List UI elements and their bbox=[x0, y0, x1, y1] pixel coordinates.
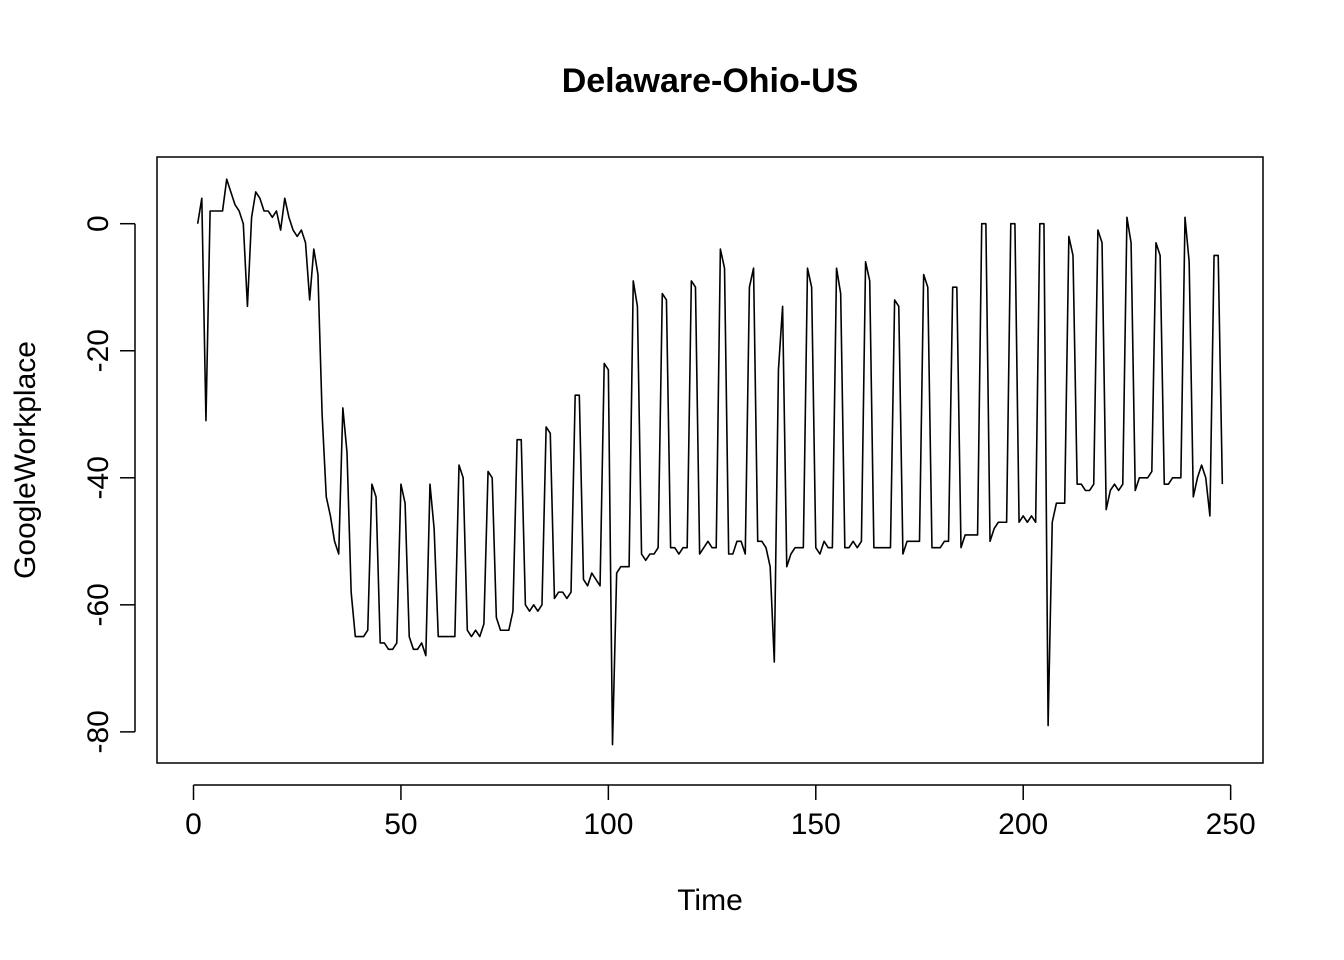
y-tick-label: -40 bbox=[82, 456, 115, 499]
y-tick-label: -60 bbox=[82, 583, 115, 626]
x-axis-label: Time bbox=[677, 884, 743, 917]
y-tick-label: -80 bbox=[82, 710, 115, 753]
x-tick-label: 150 bbox=[791, 808, 841, 841]
plot-frame bbox=[156, 156, 1264, 764]
y-axis: 0 -20 -40 -60 -80 bbox=[82, 215, 136, 754]
chart-title: Delaware-Ohio-US bbox=[562, 62, 859, 100]
y-tick-label: 0 bbox=[82, 215, 115, 232]
y-tick-label: -20 bbox=[82, 329, 115, 372]
x-tick-label: 100 bbox=[583, 808, 633, 841]
y-axis-label: GoogleWorkplace bbox=[9, 341, 42, 579]
x-tick-label: 0 bbox=[185, 808, 202, 841]
x-tick-label: 250 bbox=[1206, 808, 1256, 841]
x-axis: 0 50 100 150 200 250 bbox=[185, 784, 1256, 841]
x-tick-label: 200 bbox=[998, 808, 1048, 841]
x-tick-label: 50 bbox=[384, 808, 417, 841]
series-line bbox=[196, 178, 1224, 746]
